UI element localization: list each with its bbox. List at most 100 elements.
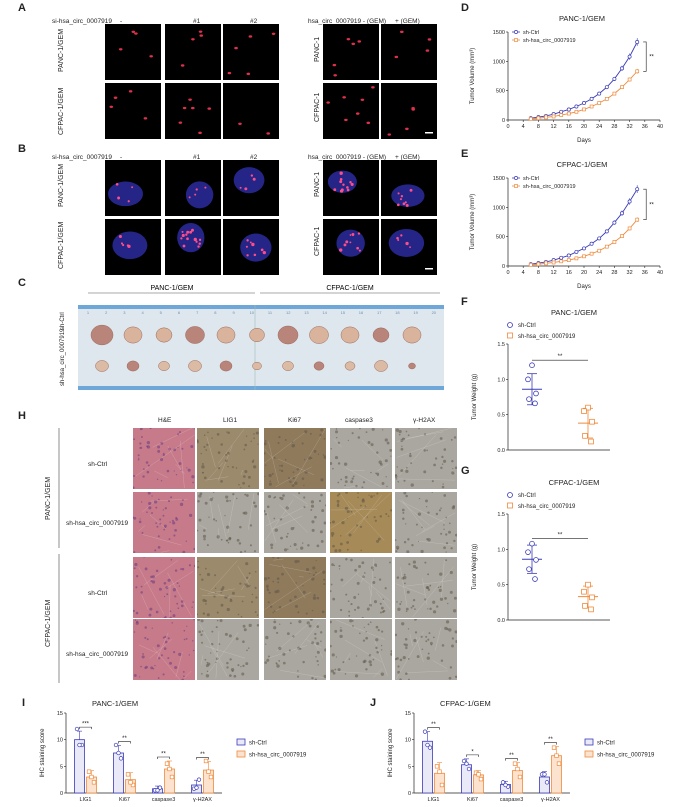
cell-nucleus <box>362 639 366 642</box>
ihc-tile <box>133 428 195 489</box>
cell-nucleus <box>418 498 421 500</box>
cell-nucleus <box>443 546 446 550</box>
tissue-fiber <box>184 670 192 679</box>
cell-nucleus <box>373 495 375 497</box>
ihc-tile-image <box>395 619 457 680</box>
cell-nucleus <box>395 633 398 637</box>
cell-nucleus <box>150 666 154 670</box>
tissue-fiber <box>416 540 455 546</box>
data-point <box>574 104 579 109</box>
ruler-number: 17 <box>377 310 382 315</box>
panel-a-tile <box>381 24 437 80</box>
tissue-fiber <box>135 434 195 477</box>
panel-label-b: B <box>18 143 26 155</box>
cell-nucleus <box>335 428 338 430</box>
cell-nucleus <box>167 657 170 660</box>
cell-nucleus <box>254 611 257 614</box>
significance-label: ** <box>558 354 563 360</box>
cell-nucleus <box>445 620 450 624</box>
cell-nucleus <box>346 517 348 519</box>
cell-nucleus <box>395 539 397 541</box>
cell-nucleus <box>239 525 242 529</box>
cell-nucleus <box>147 464 150 467</box>
cell-nucleus <box>295 582 297 584</box>
panel-a-right-c2: + (GEM) <box>395 18 420 25</box>
cell-nucleus <box>293 444 295 446</box>
cell-nucleus <box>228 634 232 638</box>
cell-nucleus <box>169 616 172 618</box>
cell-nucleus <box>270 543 274 547</box>
cell-nucleus <box>227 431 230 435</box>
tumor-ctrl <box>185 326 205 344</box>
tissue-fiber <box>210 560 238 591</box>
cell-nucleus <box>181 567 185 571</box>
y-tick-label: 0.0 <box>497 448 505 454</box>
cell-nucleus <box>278 646 282 650</box>
cell-nucleus <box>276 577 280 580</box>
panel-h-col-3: caspase3 <box>345 417 373 424</box>
cell-nucleus <box>266 505 270 509</box>
cell-nucleus <box>300 546 304 550</box>
cell-nucleus <box>157 445 161 449</box>
cell-nucleus <box>205 674 210 678</box>
cell-nucleus <box>365 631 367 633</box>
cell-nucleus <box>180 604 184 608</box>
cell-nucleus <box>390 650 392 653</box>
legend-swatch <box>236 738 246 746</box>
cell-nucleus <box>140 436 143 438</box>
cell-nucleus <box>306 621 310 625</box>
cell-nucleus <box>441 485 445 489</box>
red-dot <box>349 181 352 184</box>
cell-nucleus <box>171 622 173 624</box>
cell-nucleus <box>364 572 366 574</box>
panel-a-tile <box>165 24 221 80</box>
tissue-fiber <box>278 458 315 476</box>
cell-nucleus <box>432 636 435 639</box>
cell-nucleus <box>395 477 398 480</box>
ruler-number: 18 <box>395 310 400 315</box>
cell-nucleus <box>444 596 447 600</box>
data-point <box>604 244 609 249</box>
red-dot <box>193 237 197 242</box>
cell-nucleus <box>346 510 350 514</box>
cell-nucleus <box>445 551 447 553</box>
cell-nucleus <box>200 619 204 623</box>
tissue-fiber <box>204 645 246 659</box>
tissue-fiber <box>353 494 382 533</box>
red-spot <box>134 32 138 35</box>
red-spot <box>266 132 271 135</box>
cell-nucleus <box>405 672 408 675</box>
panel-b-tile-image <box>391 184 425 207</box>
red-dot <box>397 239 400 241</box>
panel-a-left-prefix: si-hsa_circ_0007919 <box>52 18 112 25</box>
cell-nucleus <box>163 595 166 598</box>
cell-nucleus <box>323 582 326 585</box>
x-tick-label: Ki67 <box>467 797 478 803</box>
cell-nucleus <box>313 449 317 453</box>
tissue-fiber <box>269 564 312 573</box>
cell-nucleus <box>360 504 362 507</box>
cell-nucleus <box>176 582 179 585</box>
cell-nucleus <box>146 445 151 449</box>
cell-nucleus <box>346 541 349 544</box>
cell-nucleus <box>427 511 430 514</box>
tissue-fiber <box>199 623 224 666</box>
tissue-fiber <box>368 586 372 596</box>
panel-a-right-prefix: hsa_circ_0007919 - (GEM) <box>308 18 387 25</box>
cell-nucleus <box>354 674 359 678</box>
ruler-number: 15 <box>341 310 346 315</box>
tissue-fiber <box>268 645 307 659</box>
cell-nucleus <box>155 610 159 614</box>
cell-nucleus <box>284 458 287 461</box>
tissue-fiber <box>207 588 235 594</box>
y-axis-label: Tumor Volume (mm³) <box>470 48 476 104</box>
x-tick-label: 4 <box>522 124 525 130</box>
panel-b-tile <box>223 160 279 216</box>
cell-nucleus <box>369 621 372 624</box>
cell-nucleus <box>427 573 430 576</box>
cell-nucleus <box>412 598 416 602</box>
cell-nucleus <box>135 621 139 625</box>
cell-nucleus <box>453 596 457 600</box>
cell-nucleus <box>226 431 228 433</box>
